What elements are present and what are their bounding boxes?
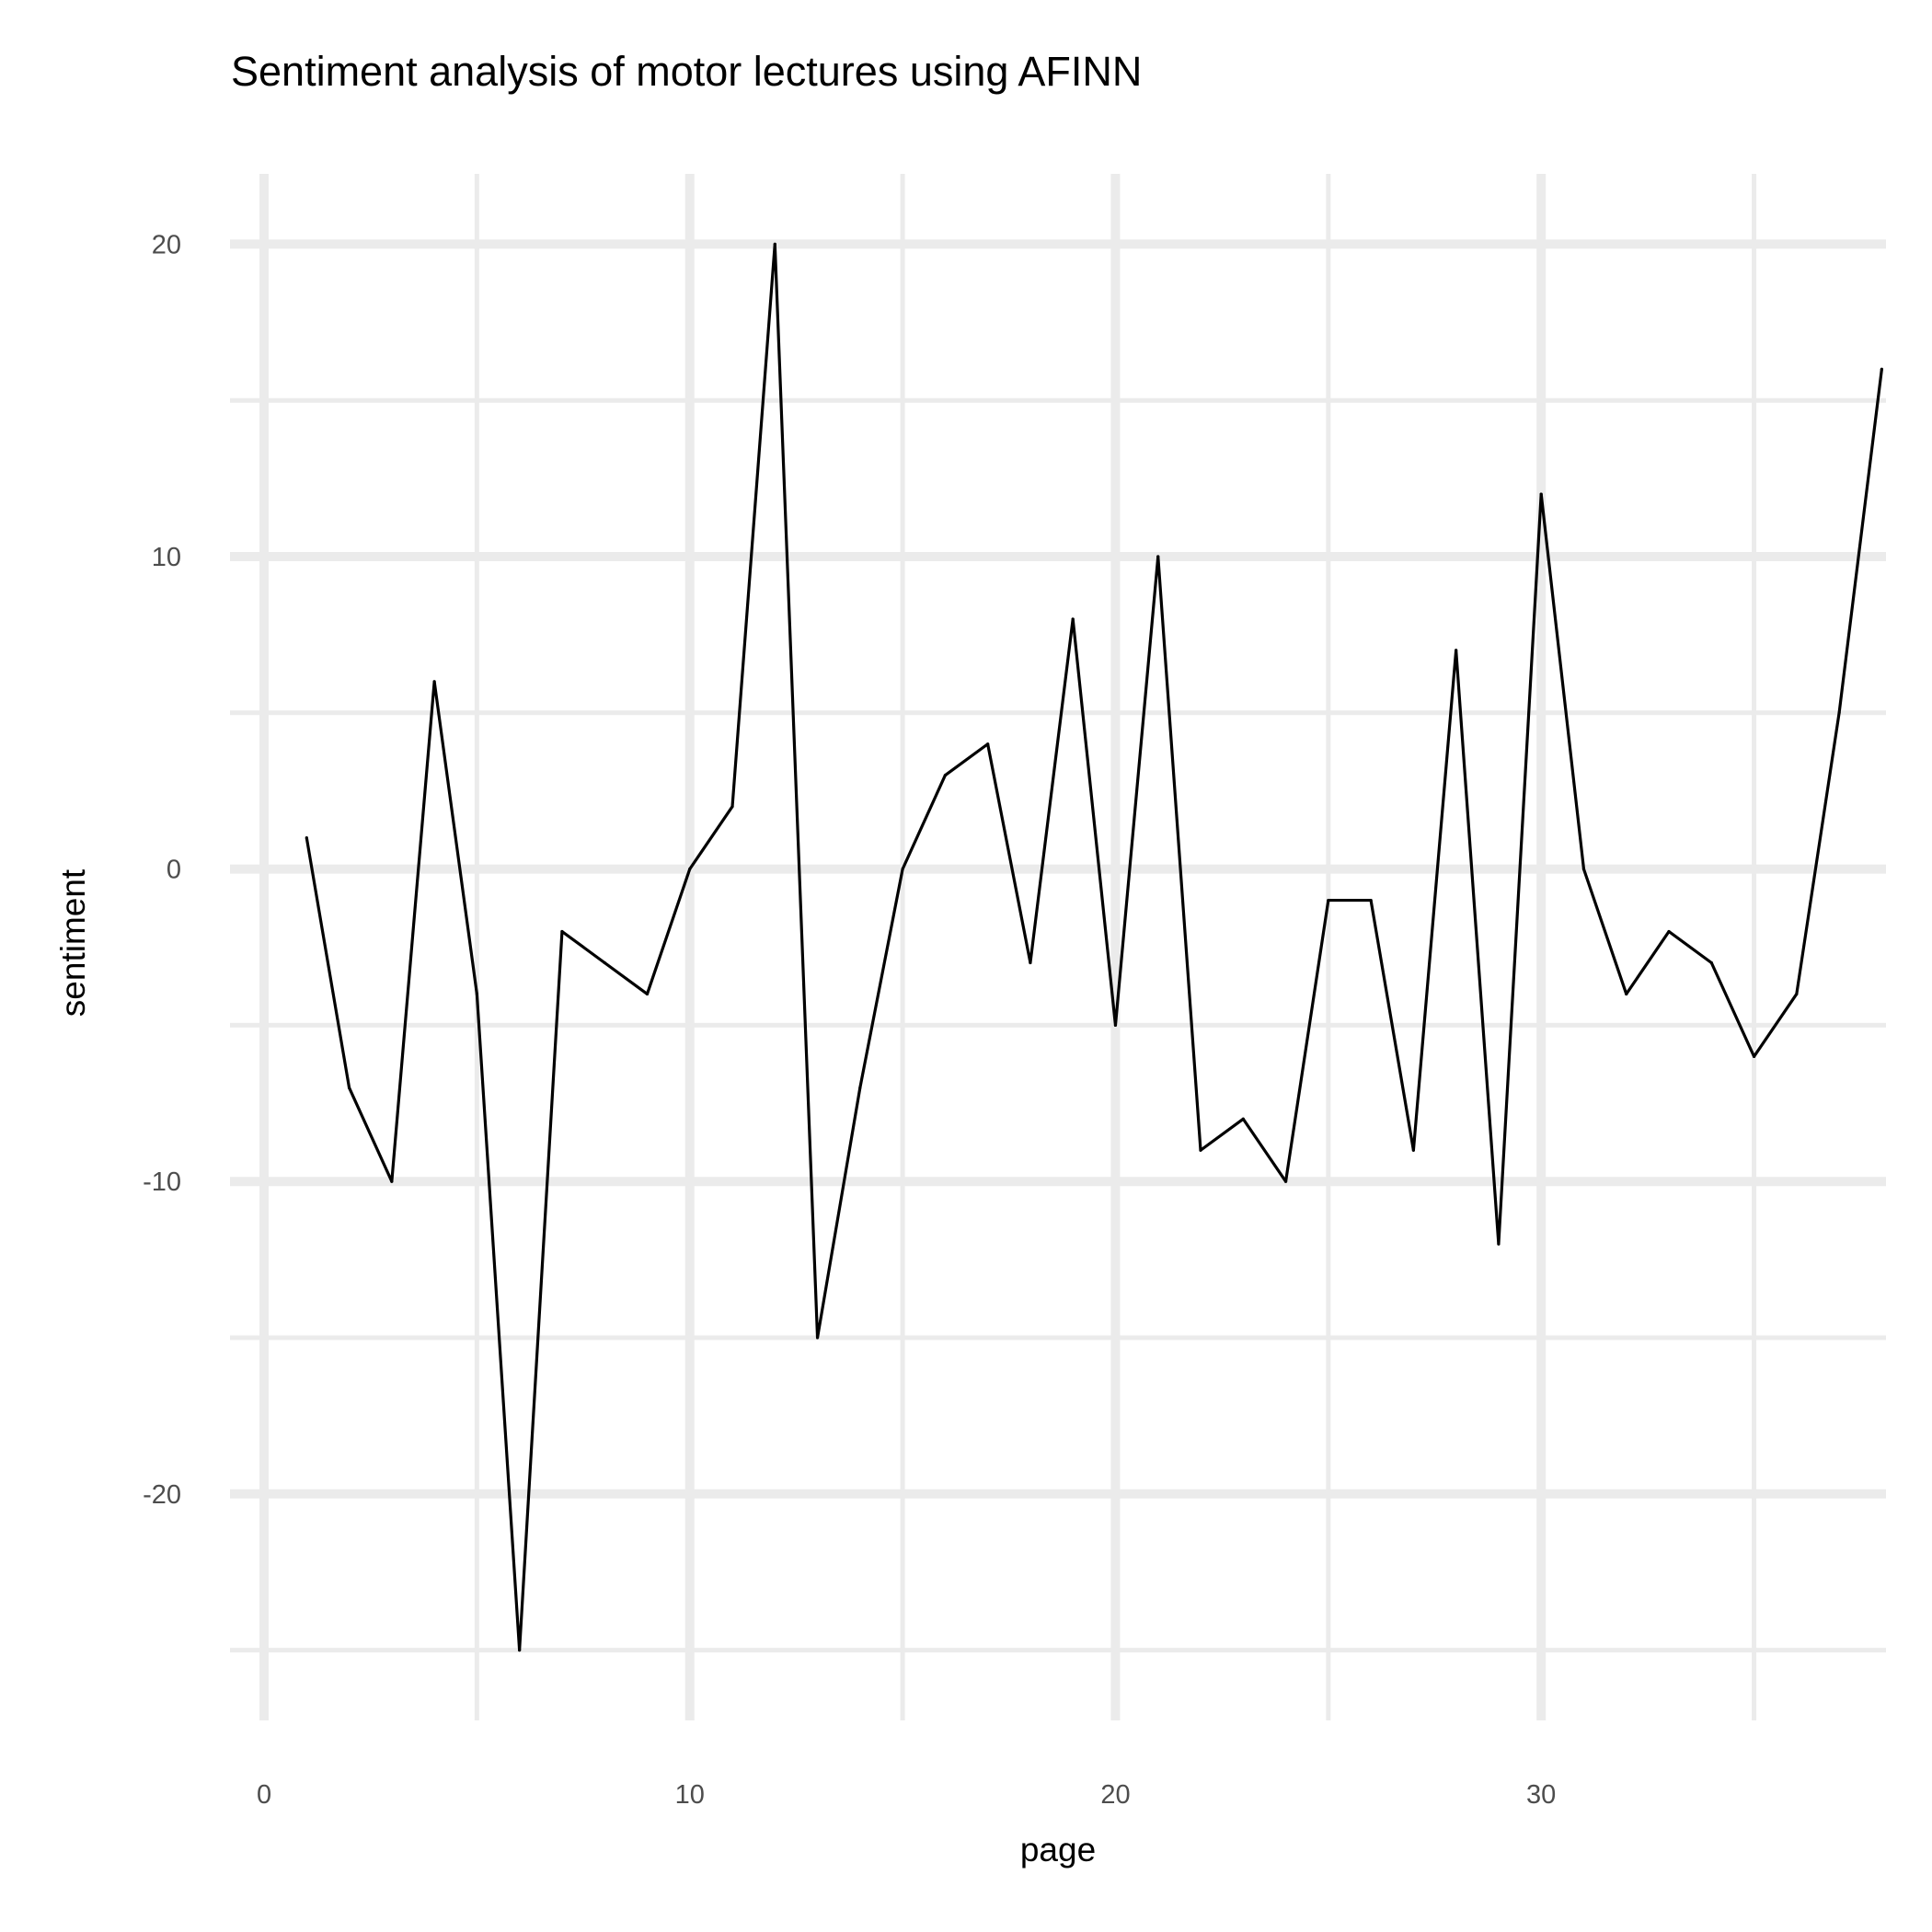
data-point [1497,1242,1501,1246]
x-tick-label: 30 [1526,1780,1556,1810]
data-point [773,242,776,247]
data-point [1113,1023,1118,1027]
data-point [1667,929,1671,934]
data-point [1625,992,1628,996]
data-point [603,960,606,965]
sentiment-series-line [305,242,1883,1652]
data-point [432,680,436,684]
x-tick-label: 10 [675,1780,705,1810]
data-point [815,1336,820,1340]
chart-title: Sentiment analysis of motor lectures usi… [231,48,1142,95]
data-point [1581,868,1586,871]
data-point [1327,898,1330,903]
data-point [1369,898,1373,903]
data-point [645,992,650,996]
data-point [1071,617,1075,621]
minor-gridlines [230,174,1886,1720]
data-point [1411,1148,1415,1152]
y-axis-tick-labels: -20 -10 0 10 20 [143,230,181,1509]
data-point [305,836,308,840]
data-point [1539,492,1543,496]
data-point [1029,960,1032,965]
data-point [1156,555,1160,558]
data-point [1795,992,1799,996]
y-axis-title: sentiment [54,868,92,1017]
data-point [858,1086,862,1089]
data-point [688,868,692,871]
data-point [347,1086,351,1089]
x-axis-title: page [1020,1831,1096,1869]
data-point [475,992,478,996]
data-point [1709,960,1713,965]
y-tick-label: 20 [152,230,181,259]
data-point [1752,1054,1756,1058]
data-point [1455,649,1458,652]
data-point [1241,1117,1245,1121]
y-tick-label: -10 [143,1167,181,1197]
data-point [1283,1179,1288,1183]
data-point [1837,711,1841,715]
data-point [730,805,734,809]
data-point [518,1648,522,1652]
data-point [1880,367,1883,371]
y-tick-label: 10 [152,543,181,572]
data-point [943,774,947,777]
data-point [560,929,564,934]
x-axis-tick-labels: 0 10 20 30 [257,1780,1556,1810]
data-point [986,742,990,746]
data-point [901,868,904,871]
y-tick-label: -20 [143,1480,181,1510]
y-tick-label: 0 [167,856,181,885]
data-point [390,1179,394,1183]
data-point [1199,1148,1202,1152]
series-layer [305,242,1883,1652]
major-gridlines [230,174,1886,1720]
x-tick-label: 20 [1100,1780,1130,1810]
x-tick-label: 0 [257,1780,271,1810]
